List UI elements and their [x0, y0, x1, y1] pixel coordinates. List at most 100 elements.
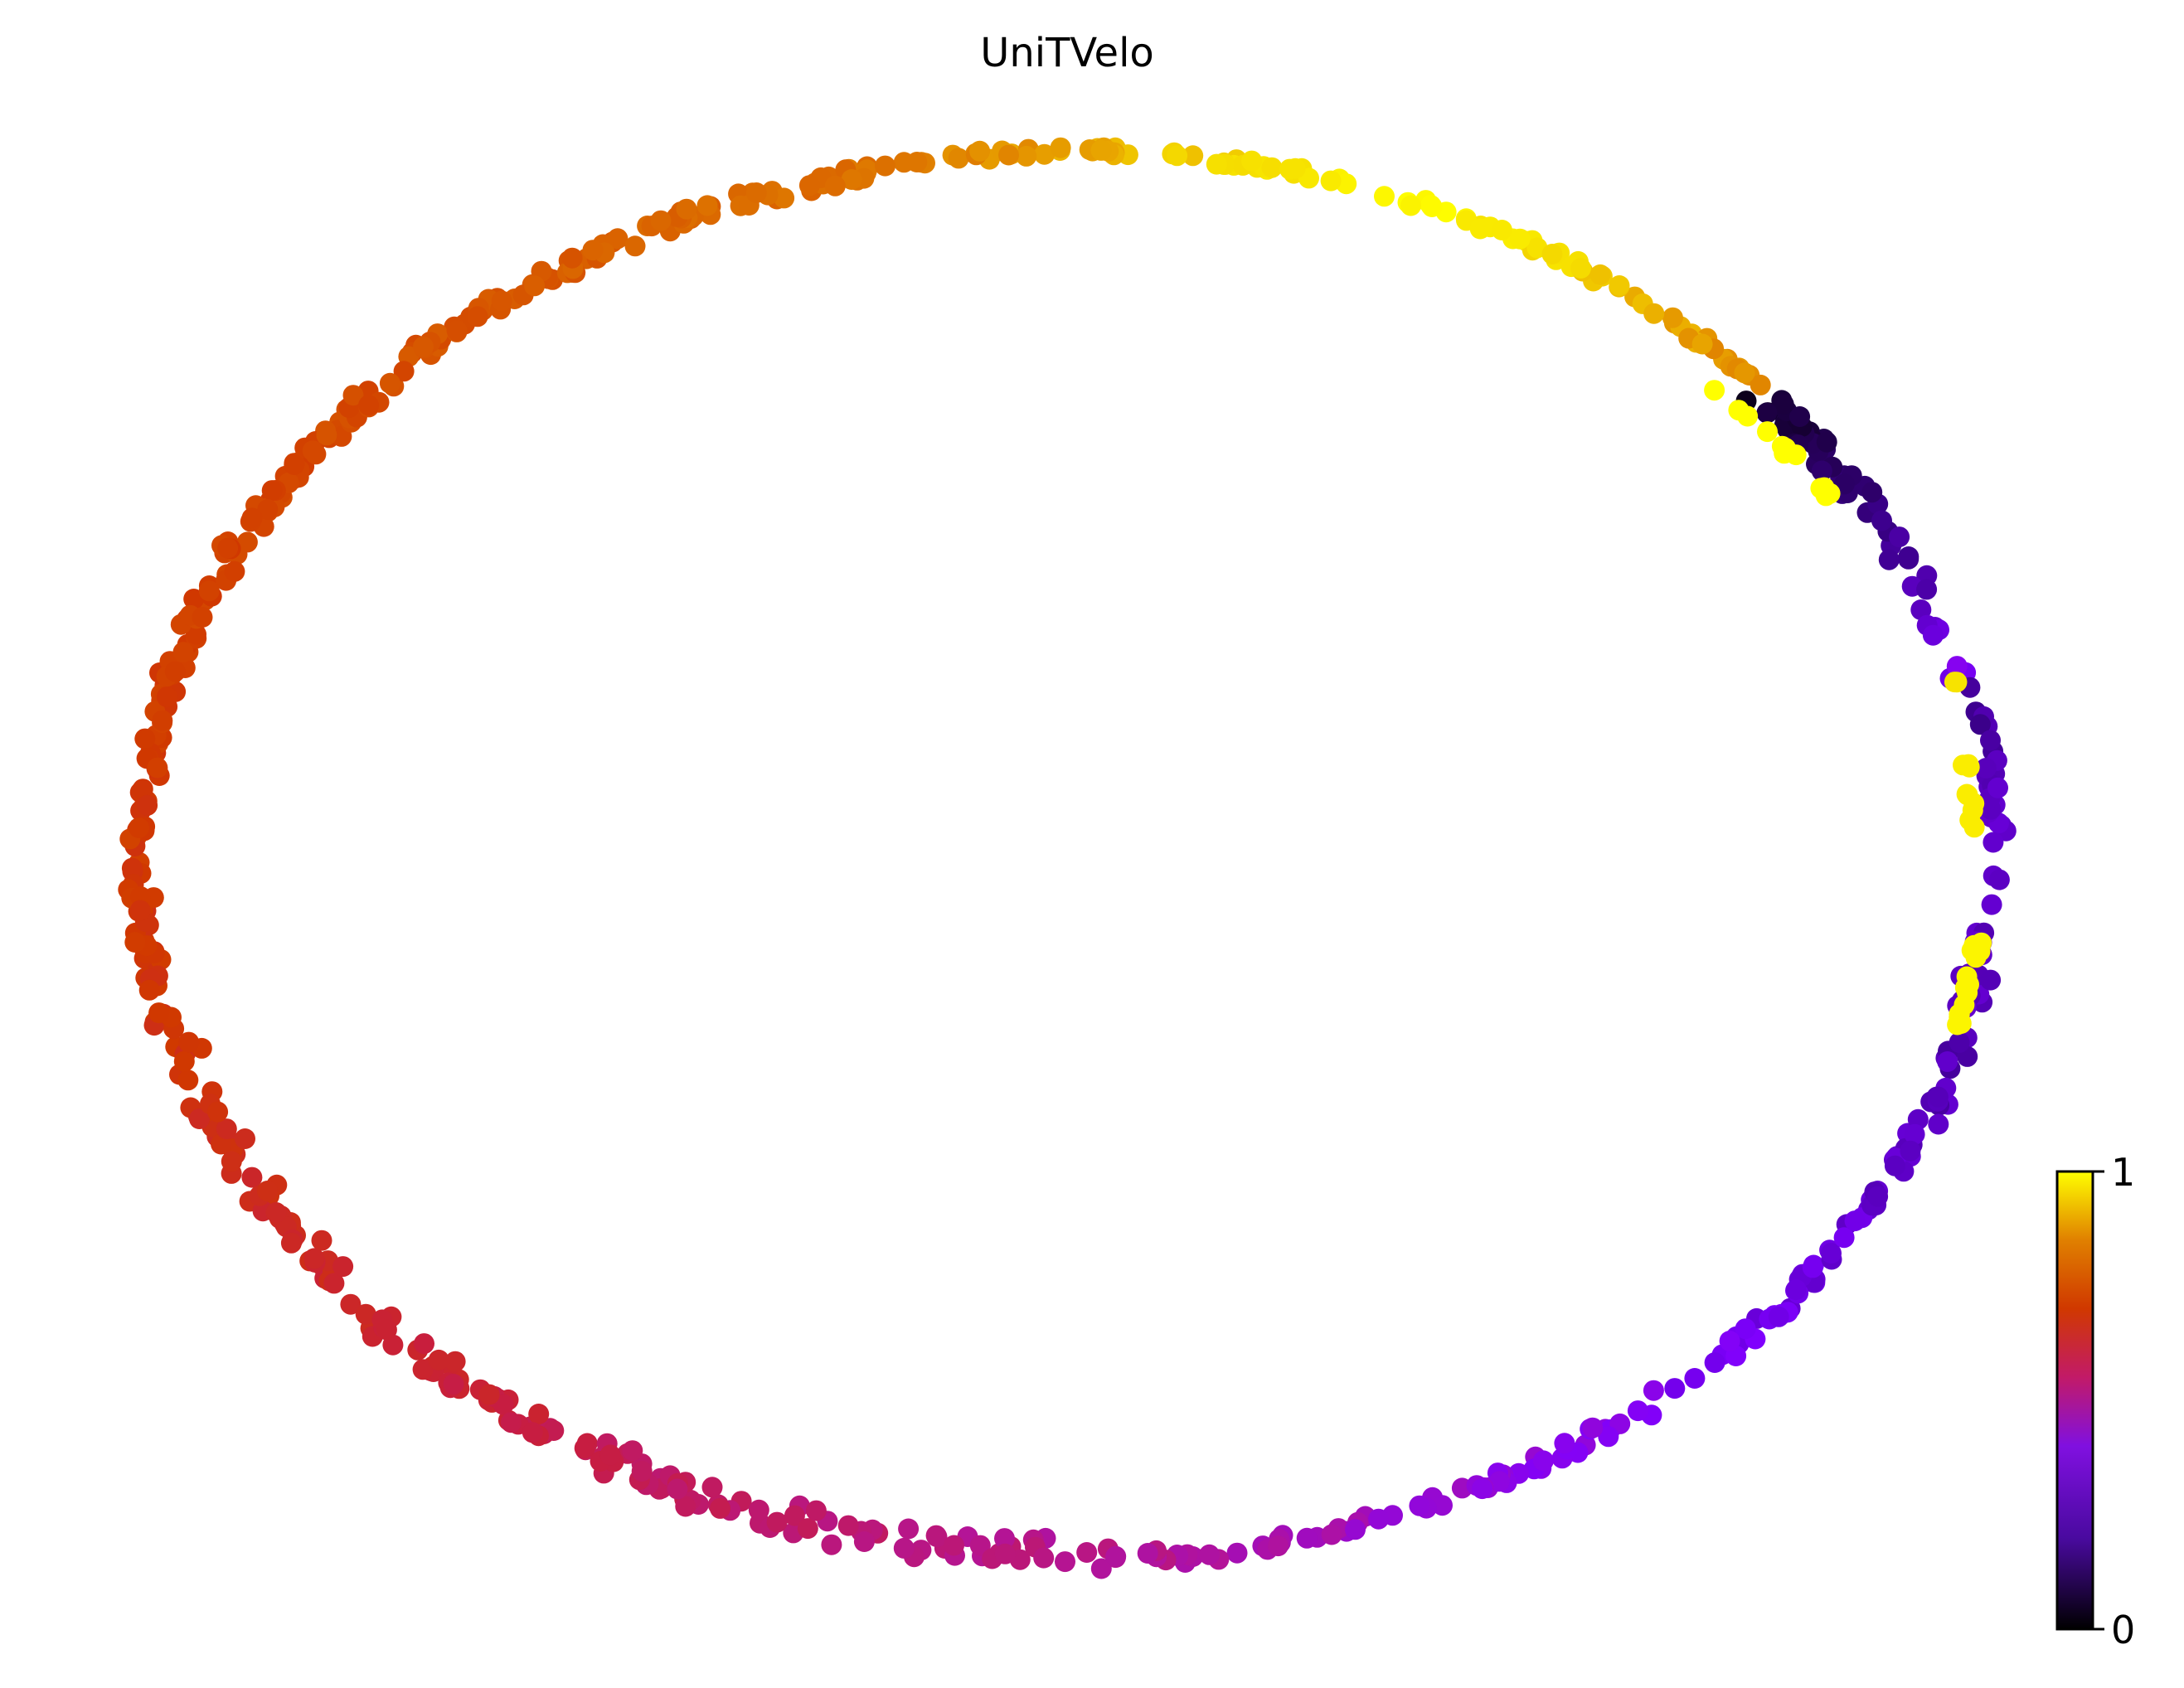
scatter-point: [1206, 153, 1227, 175]
scatter-point: [1980, 969, 2002, 991]
scatter-point: [1728, 400, 1750, 421]
scatter-point: [207, 1101, 229, 1123]
scatter-point: [1833, 1227, 1855, 1249]
scatter-point: [124, 932, 146, 953]
scatter-point: [443, 1374, 464, 1395]
scatter-point: [1785, 444, 1807, 466]
scatter-point: [1735, 1318, 1756, 1340]
scatter-point: [305, 444, 327, 465]
scatter-point: [1137, 1543, 1158, 1564]
scatter-point: [478, 1384, 500, 1405]
scatter-point: [650, 210, 672, 231]
scatter-point: [748, 1499, 769, 1521]
scatter-point: [998, 144, 1019, 166]
scatter-point: [1598, 1426, 1619, 1448]
scatter-point: [805, 1500, 827, 1521]
scatter-point: [1871, 510, 1892, 531]
scatter-point: [1589, 264, 1611, 285]
scatter-point: [241, 1167, 263, 1188]
scatter-point: [893, 1537, 915, 1559]
scatter-point: [198, 580, 220, 602]
scatter-point: [1813, 477, 1835, 498]
scatter-point: [1816, 431, 1837, 453]
scatter-point: [1988, 869, 2010, 890]
scatter-point: [1719, 1331, 1740, 1351]
scatter-point: [898, 1518, 920, 1540]
scatter-point: [710, 1497, 730, 1519]
scatter-point: [257, 1181, 278, 1201]
scatter-point: [574, 1438, 595, 1459]
scatter-point: [132, 779, 153, 800]
scatter-point: [1582, 1417, 1604, 1438]
scatter-point: [1980, 730, 2001, 751]
scatter-point: [1910, 599, 1932, 620]
scatter-point: [1034, 143, 1056, 165]
scatter-point: [1627, 1400, 1648, 1422]
scatter-point: [1889, 526, 1910, 548]
scatter-point: [1055, 1551, 1075, 1573]
scatter-point: [745, 182, 767, 203]
scatter-point: [784, 1505, 805, 1526]
scatter-point: [1609, 275, 1630, 296]
scatter-point: [1076, 1542, 1098, 1563]
scatter-point: [1802, 1257, 1823, 1278]
scatter-point: [1016, 145, 1037, 167]
colorbar: 1 0: [2055, 1150, 2135, 1652]
scatter-point: [257, 499, 279, 520]
scatter-point: [217, 537, 239, 559]
scatter-point: [412, 1359, 434, 1380]
scatter-point: [994, 1528, 1015, 1550]
scatter-point: [1643, 303, 1665, 324]
scatter-point: [1958, 754, 1979, 775]
scatter-point: [414, 1333, 434, 1355]
scatter-point: [1374, 186, 1395, 207]
scatter-point: [1167, 145, 1188, 167]
scatter-point: [428, 1349, 449, 1370]
scatter-point: [1734, 362, 1755, 384]
scatter-point: [147, 757, 168, 779]
scatter-point: [393, 361, 415, 382]
scatter-point: [342, 385, 364, 406]
scatter-point: [1785, 1279, 1807, 1301]
scatter-point: [121, 857, 143, 879]
scatter-point: [1900, 1140, 1921, 1162]
scatter-point: [1090, 139, 1112, 161]
scatter-point: [413, 336, 434, 357]
scatter-point: [969, 140, 991, 162]
scatter-point: [186, 623, 206, 645]
scatter-point: [183, 589, 205, 609]
scatter-point: [1268, 1535, 1289, 1557]
scatter-point: [303, 1248, 325, 1269]
scatter-point: [1946, 656, 1968, 677]
scatter-point: [1956, 783, 1978, 805]
scatter-point: [1472, 1478, 1493, 1500]
scatter-point: [491, 290, 512, 312]
scatter-point: [379, 372, 400, 394]
scatter-point: [1704, 1352, 1725, 1373]
scatter-point: [1050, 137, 1071, 158]
scatter-point: [241, 507, 263, 529]
scatter-point: [875, 155, 895, 177]
scatter-point: [467, 306, 488, 327]
scatter-point: [667, 1478, 688, 1500]
scatter-point: [138, 979, 160, 1001]
scatter-point: [172, 642, 194, 663]
scatter-point: [824, 175, 846, 196]
scatter-point: [1768, 1306, 1789, 1327]
scatter-point: [1541, 244, 1563, 264]
scatter-point: [582, 240, 604, 261]
scatter-point: [522, 1422, 543, 1443]
scatter-point: [355, 1303, 376, 1325]
scatter-point: [1928, 1113, 1949, 1135]
scatter-point: [1704, 380, 1725, 401]
scatter-point: [969, 1535, 991, 1556]
scatter-point: [1962, 799, 1983, 821]
scatter-point: [1975, 758, 1997, 779]
scatter-point: [323, 1273, 345, 1294]
scatter-point: [224, 560, 245, 582]
scatter-point: [528, 1404, 550, 1424]
scatter-point: [500, 1412, 522, 1433]
scatter-point: [189, 1108, 210, 1129]
scatter-point: [701, 1477, 723, 1498]
